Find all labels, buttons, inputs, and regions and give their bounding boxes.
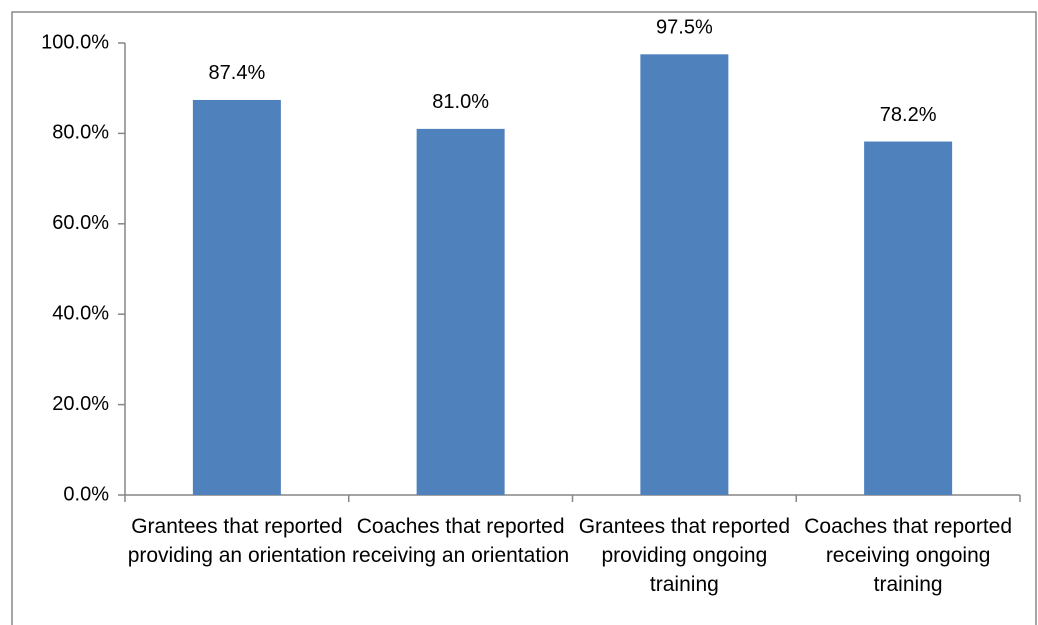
y-tick-label: 20.0%: [52, 393, 109, 415]
chart-border: [11, 11, 1037, 625]
bar: [864, 141, 953, 495]
data-label: 87.4%: [209, 62, 266, 84]
y-tick-label: 40.0%: [52, 302, 109, 324]
bar: [416, 128, 505, 495]
x-tick-label: Grantees that reported providing an orie…: [127, 515, 347, 567]
y-tick-label: 80.0%: [52, 122, 109, 144]
data-label: 81.0%: [432, 91, 489, 113]
bar: [192, 99, 281, 496]
bar: [640, 54, 729, 496]
y-tick-label: 100.0%: [41, 31, 109, 53]
y-tick-label: 60.0%: [52, 212, 109, 234]
y-tick-label: 0.0%: [63, 483, 109, 505]
x-tick-label: Grantees that reported providing ongoing…: [578, 515, 791, 596]
x-tick-label: Coaches that reported receiving ongoing …: [804, 515, 1013, 596]
data-label: 78.2%: [880, 104, 937, 126]
data-label: 97.5%: [656, 17, 713, 39]
x-tick-label: Coaches that reported receiving an orien…: [352, 515, 570, 567]
